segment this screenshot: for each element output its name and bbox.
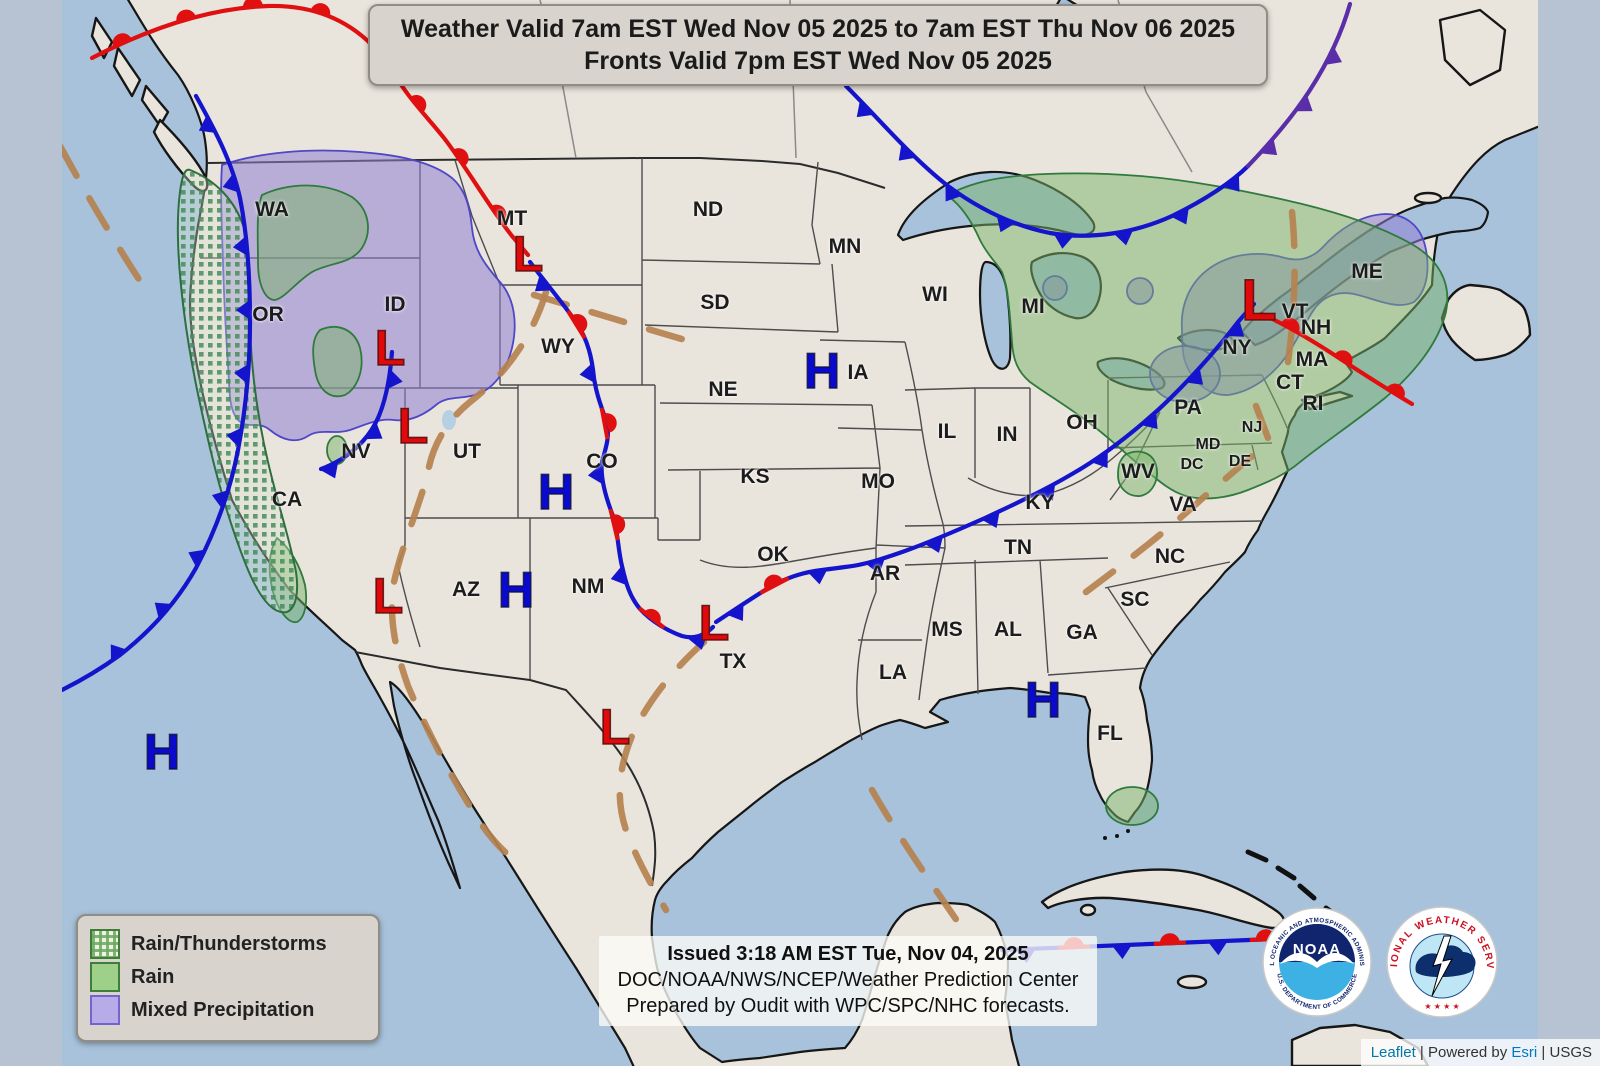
newfoundland [1438,8,1507,87]
front-pips [1280,318,1405,399]
front-cold-great-lakes [843,83,1251,238]
legend-item: Rain/Thunderstorms [90,929,366,959]
attr-sep-1: | [1419,1044,1424,1061]
leaflet-link[interactable]: Leaflet [1370,1044,1416,1061]
usgs-credit: USGS [1549,1044,1592,1061]
attr-powered-by: Powered by [1428,1044,1508,1061]
front-pips [856,100,1240,249]
issued-box: Issued 3:18 AM EST Tue, Nov 04, 2025 DOC… [599,936,1097,1026]
legend-label: Rain [131,965,175,988]
front-pips [1260,46,1342,156]
noaa-logo-text: NOAA [1293,941,1341,958]
title-line-2: Fronts Valid 7pm EST Wed Nov 05 2025 [584,47,1052,75]
front-pips [110,115,251,662]
front-stationary-tx-to-ok [713,564,848,625]
legend-item: Mixed Precipitation [90,995,366,1025]
anticosti [1413,191,1443,205]
front-pips [534,274,708,650]
nws-logo: NATIONAL WEATHER SERVICE ★ ★ ★ ★ [1382,898,1498,1018]
noaa-logo: NATIONAL OCEANIC AND ATMOSPHERIC ADMINIS… [1259,902,1372,1017]
florida-keys [1103,829,1130,840]
jamaica [1176,974,1208,990]
front-cold-nevada [318,349,395,472]
attr-sep-2: | [1541,1044,1546,1061]
precip-legend: Rain/Thunderstorms Rain Mixed Precipitatio… [76,914,380,1042]
legend-label: Rain/Thunderstorms [131,932,327,955]
title-box: Weather Valid 7am EST Wed Nov 05 2025 to… [368,4,1268,86]
legend-label: Mixed Precipitation [131,998,315,1021]
legend-items: Rain/Thunderstorms Rain Mixed Precipitatio… [90,929,366,1025]
legend-swatch-mixed [90,995,120,1025]
troughs [62,143,1298,932]
issued-line-3: Prepared by Oudit with WPC/SPC/NHC forec… [626,995,1070,1017]
nws-lightning-icon [1431,935,1453,997]
atlantic-gulf-ocean [650,125,1538,1066]
nova-scotia [1440,283,1532,362]
legend-item: Rain [90,962,366,992]
front-occluded-quebec [1245,1,1353,169]
front-cold-ar-to-ny [842,301,1257,570]
nws-stars: ★ ★ ★ ★ [1424,1002,1459,1011]
title-line-1: Weather Valid 7am EST Wed Nov 05 2025 to… [400,15,1236,43]
front-pips [726,569,828,621]
canada-border [207,157,886,189]
front-pips [320,369,403,479]
legend-swatch-thunder [90,929,120,959]
legend-swatch-rain [90,962,120,992]
map-attribution: Leaflet | Powered by Esri | USGS [1360,1039,1600,1066]
noaa-seagull-icon [1280,952,1354,968]
mexico-border [354,651,657,887]
front-pips [865,320,1245,575]
issued-line-2: DOC/NOAA/NWS/NCEP/Weather Prediction Cen… [617,969,1079,991]
esri-link[interactable]: Esri [1511,1044,1538,1061]
issued-line-1: Issued 3:18 AM EST Tue, Nov 04, 2025 [667,943,1029,965]
